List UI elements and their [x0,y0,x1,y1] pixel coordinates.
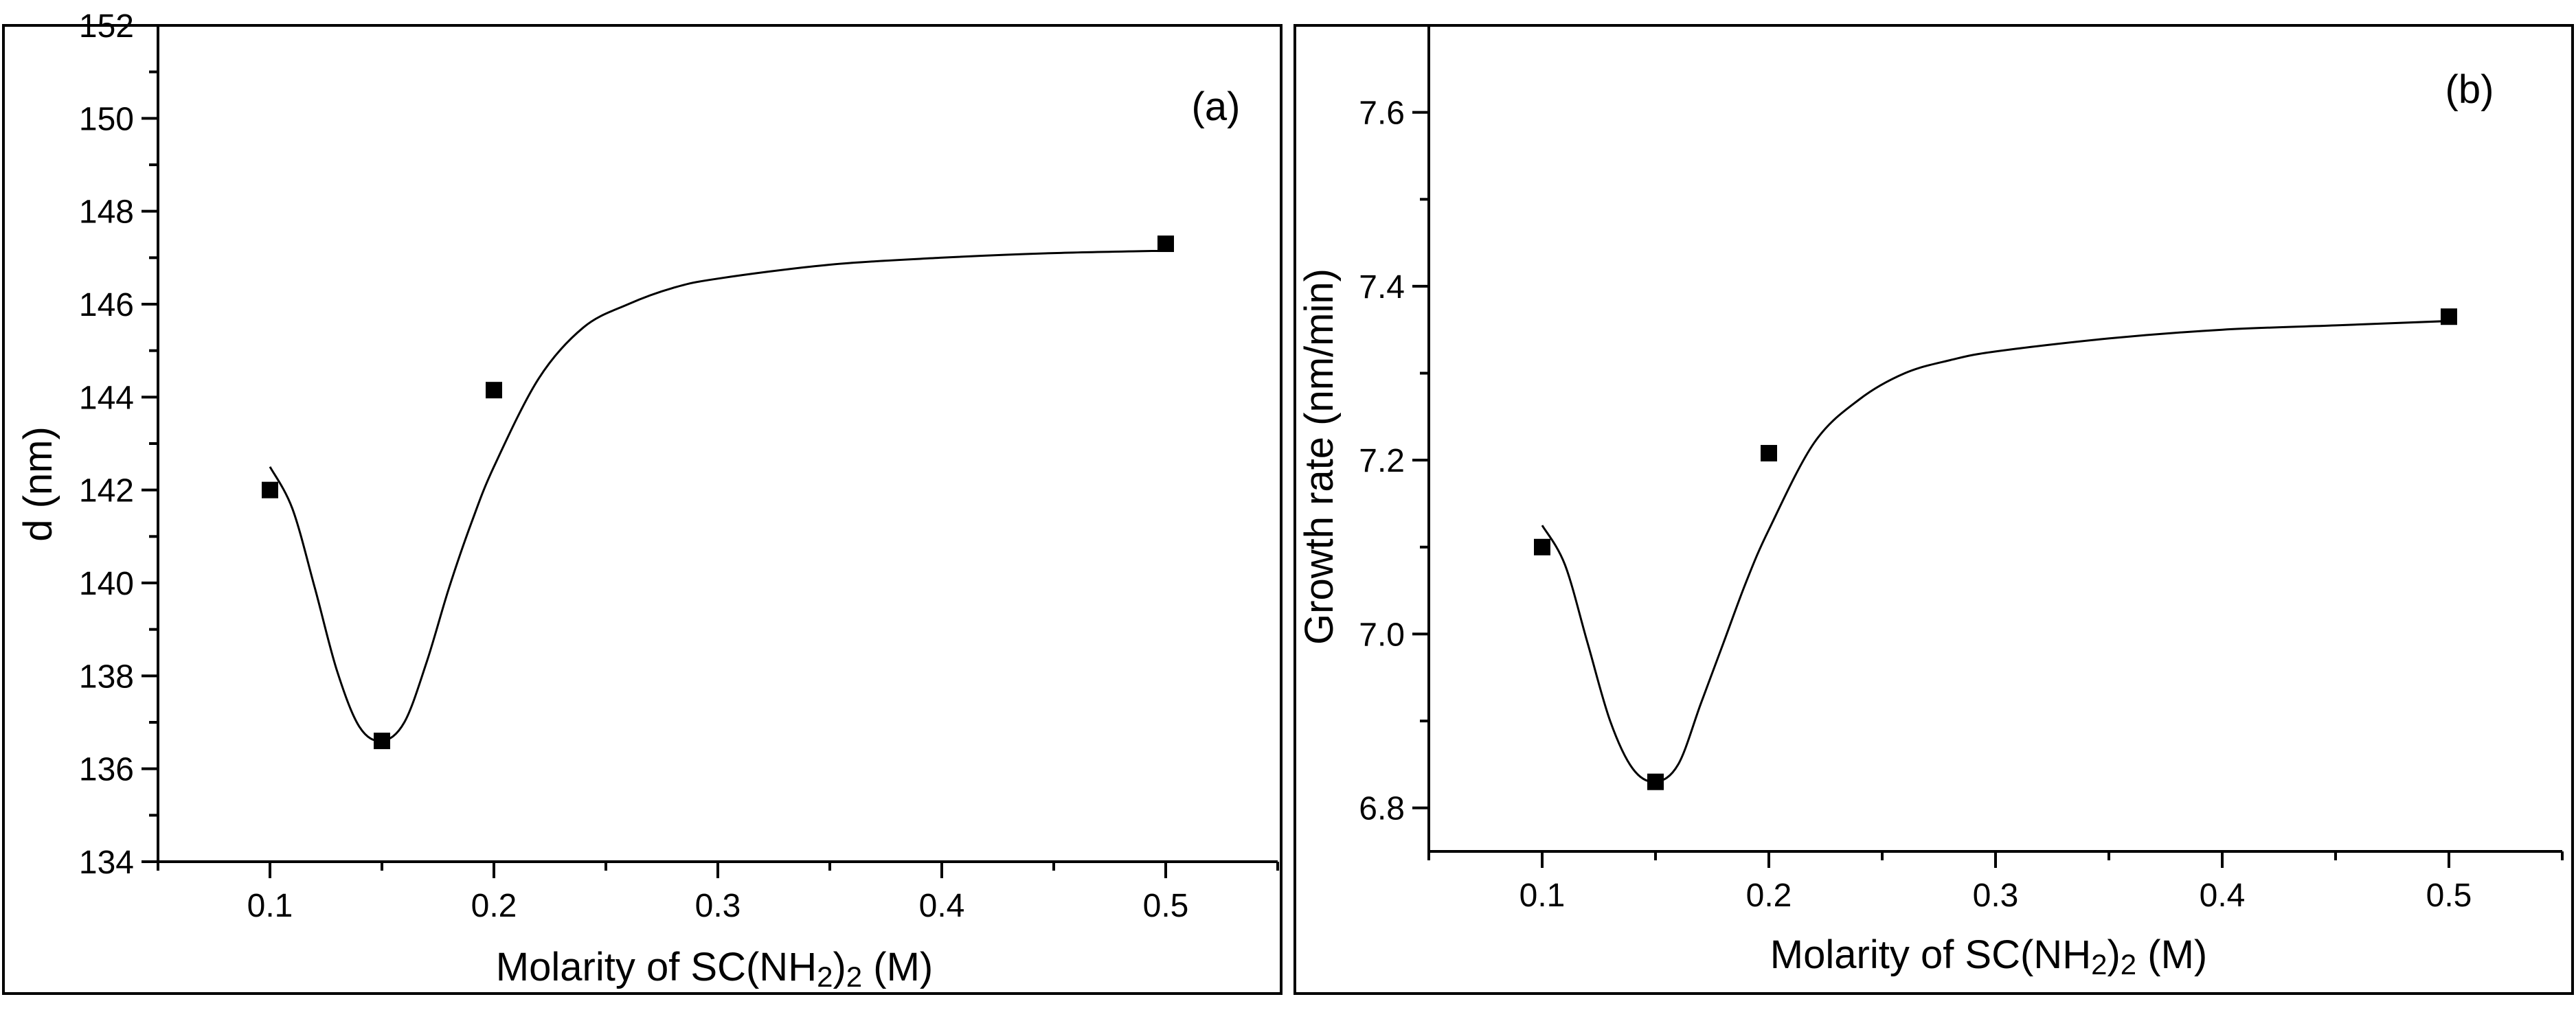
data-point [1534,538,1550,555]
chart-panel-b: 0.1 0.2 0.3 0.4 0.5 6.8 7.0 7.2 7.4 7.6 (b) Molar… [1293,24,2574,995]
x-tick-label: 0.5 [1143,888,1189,924]
data-point [262,481,278,498]
y-tick-label: 146 [79,287,134,323]
y-tick-label: 7.4 [1359,269,1405,306]
x-tick-label: 0.3 [1973,877,2019,914]
y-tick-label: 150 [79,101,134,137]
panel-a-label: (a) [1192,84,1241,129]
y-tick-label: 136 [79,752,134,788]
data-point [1647,773,1664,790]
y-tick-label: 144 [79,380,134,416]
y-tick-label: 134 [79,845,134,881]
y-tick-label: 140 [79,566,134,602]
y-tick-label: 148 [79,194,134,231]
chart-panel-a: 0.1 0.2 0.3 0.4 0.5 134 136 138 140 142 144 146 148 1… [2,8,1283,995]
x-tick-label: 0.4 [919,888,965,924]
x-tick-label: 0.2 [471,888,517,924]
x-tick-label: 0.5 [2426,877,2472,914]
panel-a-x-axis-title: Molarity of SC(NH2)2 (M) [496,945,933,993]
panel-b-frame [1293,24,2574,995]
y-tick-label: 6.8 [1359,791,1405,827]
panel-b-y-axis-title: Growth rate (nm/min) [1297,268,1342,645]
data-point [1761,445,1777,462]
fit-curve-b [1541,320,2450,783]
x-tick-label: 0.3 [695,888,741,924]
y-tick-label: 7.6 [1359,95,1405,132]
y-tick-label: 142 [79,473,134,509]
y-tick-label: 138 [79,658,134,695]
panel-a-y-axis-title: d (nm) [16,426,60,542]
y-tick-label: 152 [79,8,134,45]
data-point [2441,308,2457,325]
panel-a-frame [2,24,1283,995]
data-point [1157,236,1174,253]
panel-b-x-axis-title: Molarity of SC(NH2)2 (M) [1770,932,2207,980]
x-tick-label: 0.1 [1519,877,1566,914]
x-tick-label: 0.4 [2200,877,2246,914]
y-tick-label: 7.0 [1359,617,1405,653]
panel-b-label: (b) [2445,67,2494,112]
y-tick-label: 7.2 [1359,443,1405,479]
x-tick-label: 0.1 [247,888,293,924]
data-point [374,733,390,750]
data-point [486,382,502,399]
fit-curve-a [269,249,1166,742]
x-tick-label: 0.2 [1746,877,1792,914]
